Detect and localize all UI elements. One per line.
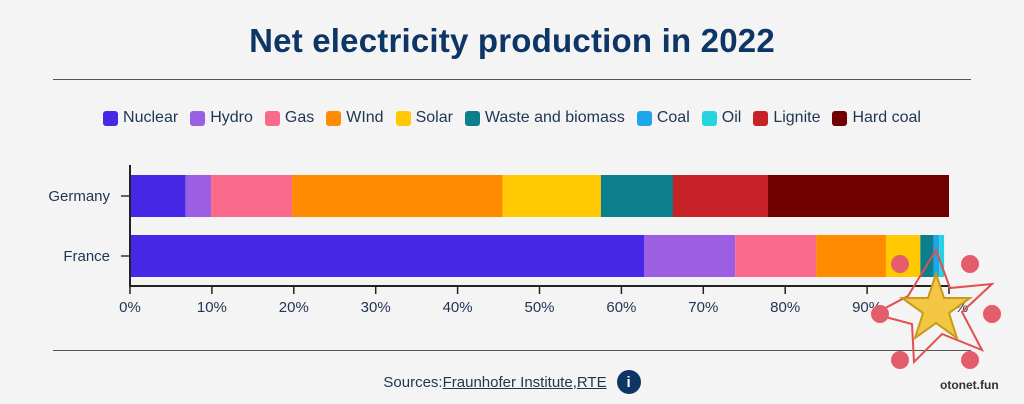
legend-item-lignite: Lignite: [753, 109, 820, 127]
source-link-fraunhofer[interactable]: Fraunhofer Institute: [442, 373, 573, 391]
x-tick-label: 60%: [606, 299, 636, 316]
watermark-star-icon: [871, 247, 1001, 369]
sources-separator: ,: [572, 373, 577, 391]
x-tick-label: 70%: [688, 299, 718, 316]
legend-label: WInd: [346, 109, 384, 126]
legend-swatch: [326, 110, 342, 126]
legend-swatch: [832, 110, 848, 126]
legend-item-waste-and-biomass: Waste and biomass: [464, 109, 625, 127]
legend-swatch: [103, 110, 119, 126]
bar-segment-germany-waste-and-biomass: [600, 175, 673, 217]
bar-segment-germany-hydro: [185, 175, 212, 217]
legend-label: Oil: [721, 109, 742, 126]
x-tick-label: 30%: [361, 299, 391, 316]
legend-item-oil: Oil: [701, 109, 742, 127]
x-tick-label: 40%: [443, 299, 473, 316]
bar-segment-germany-lignite: [672, 175, 769, 217]
legend-label: Coal: [656, 109, 690, 126]
legend-swatch: [701, 110, 717, 126]
legend-item-gas: Gas: [264, 109, 315, 127]
category-label: Germany: [48, 188, 110, 205]
x-tick-label: 80%: [770, 299, 800, 316]
category-label: France: [63, 248, 110, 265]
bar-segment-germany-hard-coal: [768, 175, 949, 217]
legend-item-solar: Solar: [395, 109, 453, 127]
bar-segment-france-gas: [735, 235, 817, 277]
legend-label: Gas: [284, 109, 315, 126]
legend-label: Waste and biomass: [484, 109, 625, 126]
watermark-text: otonet.fun: [940, 378, 999, 392]
legend-label: Solar: [415, 109, 453, 126]
sources-line: Sources: Fraunhofer Institute , RTE i: [0, 370, 1024, 394]
sources-prefix: Sources:: [383, 373, 443, 391]
x-tick-label: 10%: [197, 299, 227, 316]
legend-item-wind: WInd: [326, 109, 384, 127]
legend-item-nuclear: Nuclear: [103, 109, 178, 127]
bar-segment-france-waste-and-biomass: [920, 235, 934, 277]
legend-label: Hard coal: [852, 109, 921, 126]
bar-segment-germany-nuclear: [130, 175, 186, 217]
legend-label: Nuclear: [123, 109, 179, 126]
footer-divider: [53, 350, 971, 351]
bar-segment-france-wind: [816, 235, 886, 277]
title-divider: [53, 79, 971, 80]
bar-segment-germany-solar: [502, 175, 601, 217]
legend-swatch: [636, 110, 652, 126]
legend-swatch: [395, 110, 411, 126]
legend-item-hard-coal: Hard coal: [832, 109, 921, 127]
bar-segment-france-hydro: [644, 235, 736, 277]
legend-label: Lignite: [773, 109, 821, 126]
legend-swatch: [464, 110, 480, 126]
source-link-rte[interactable]: RTE: [576, 373, 607, 391]
legend-swatch: [264, 110, 280, 126]
legend-item-coal: Coal: [636, 109, 690, 127]
chart-legend: Nuclear Hydro Gas WInd Solar Waste and biomas…: [0, 109, 1024, 127]
x-tick-label: 50%: [524, 299, 554, 316]
x-tick-label: 0%: [119, 299, 141, 316]
legend-swatch: [753, 110, 769, 126]
publisher-logo-icon: i: [616, 370, 641, 394]
legend-swatch: [190, 110, 206, 126]
bar-segment-france-oil: [939, 235, 945, 277]
bar-segment-germany-gas: [211, 175, 293, 217]
x-tick-label: 20%: [279, 299, 309, 316]
bar-segment-france-coal: [933, 235, 940, 277]
legend-label: Hydro: [210, 109, 253, 126]
bar-segment-germany-wind: [292, 175, 503, 217]
bar-segment-france-nuclear: [130, 235, 645, 277]
chart-title: Net electricity production in 2022: [249, 22, 775, 59]
legend-item-hydro: Hydro: [190, 109, 253, 127]
